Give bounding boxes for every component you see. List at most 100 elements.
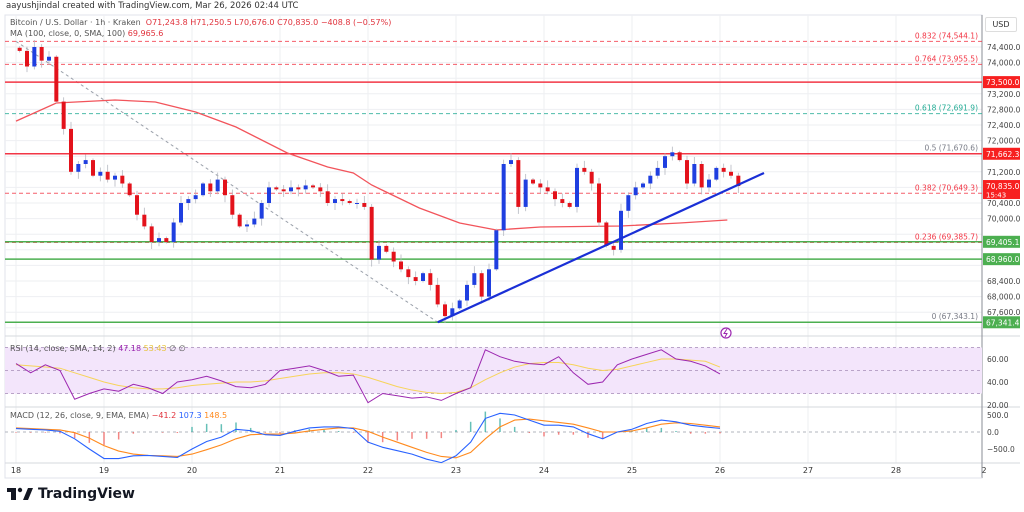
price-badge [983,76,1020,89]
candle-body [677,152,682,161]
price-tick-label: 74,400.0 [987,43,1021,52]
candle-body [589,171,594,184]
tradingview-logo: TradingView [7,486,135,502]
candle-body [201,183,205,196]
candle-body [582,167,587,172]
rsi-ma-value: 53.43 [143,344,167,353]
time-tick-label: 26 [715,466,725,475]
macd-tick-label: 0.0 [987,428,999,437]
candle-body [663,156,667,168]
rsi-line [15,349,721,404]
rsi-value: 47.18 [118,344,142,353]
candle-body [223,179,227,196]
rsi-ma-line [15,358,721,395]
time-tick-label: 2 [981,466,986,475]
rsi-tick-label: 20.00 [987,401,1009,410]
macd-value: 107.3 [178,411,202,420]
time-tick-label: 27 [803,466,813,475]
ma100-line [15,99,728,231]
candle-body [545,187,550,192]
price-badge-label: 68,960.0 [986,255,1020,264]
macd-legend[interactable]: MACD (12, 26, close, 9, EMA, EMA) −41.2 … [10,411,227,420]
candle-body [692,164,697,184]
candle-body [164,238,169,242]
candle-body [362,203,367,207]
fib-level-label: 0.764 (73,955.5) [915,54,978,63]
candle-body [516,160,521,207]
price-badge-label: 70,835.0 [986,182,1020,191]
tradingview-logo-icon [7,487,33,500]
price-tick-label: 68,000.0 [987,293,1021,302]
candle-body [127,183,132,196]
candle-body [707,179,711,188]
macd-label: MACD (12, 26, close, 9, EMA, EMA) [10,411,150,420]
candle-body [369,206,374,260]
candle-body [509,160,513,164]
ascending-trendline[interactable] [437,172,765,324]
candle-body [648,175,653,184]
candle-body [113,175,117,180]
time-tick-label: 25 [627,466,637,475]
price-badge-label: 67,341.4 [986,318,1020,327]
candle-body [633,187,638,196]
chart-frame [4,14,983,479]
price-badge [983,180,1020,200]
candle-body [714,167,719,180]
rsi-legend[interactable]: RSI (14, close, SMA, 14, 2) 47.18 53.43 … [10,344,186,353]
macd-tick-label: −500.0 [987,445,1015,454]
candle-body [670,152,675,157]
candle-body [39,47,44,61]
currency-button[interactable]: USD [985,17,1017,32]
symbol-name: Bitcoin / U.S. Dollar · 1h · Kraken [10,18,141,27]
price-change: −408.8 (−0.57%) [320,18,392,27]
candle-body [575,167,579,207]
price-tick-label: 72,000.0 [987,137,1021,146]
candle-body [355,203,359,204]
price-tick-label: 70,000.0 [987,215,1021,224]
candle-body [721,167,726,172]
candle-body [237,214,242,227]
time-tick-label: 22 [363,466,373,475]
candle-body [531,179,535,184]
candle-body [186,199,191,203]
candle-body [281,189,286,192]
symbol-legend: Bitcoin / U.S. Dollar · 1h · Kraken O71,… [10,18,391,27]
candle-body [230,195,235,215]
ma-legend[interactable]: MA (100, close, 0, SMA, 100) 69,965.6 [10,29,163,38]
time-tick-label: 24 [539,466,549,475]
candle-body [494,230,499,270]
fib-level-label: 0.832 (74,544.1) [915,31,978,40]
price-badge-label: 73,500.0 [986,78,1020,87]
candle-body [149,226,154,242]
candle-body [413,277,418,281]
price-tick-label: 71,200.0 [987,168,1021,177]
ohlc-close: C70,835.0 [277,18,319,27]
time-tick-label: 18 [11,466,21,475]
candle-body [25,50,29,67]
candle-body [641,183,645,188]
candle-body [252,218,257,225]
visibility-icons[interactable]: ∅ ∅ [169,344,186,353]
price-badge [983,235,1020,248]
candle-body [399,261,403,270]
candle-body [171,222,176,242]
candle-body [465,284,469,301]
price-tick-label: 67,600.0 [987,308,1021,317]
candle-body [91,160,95,176]
price-badge-label: 69,405.1 [986,238,1020,247]
fib-level-label: 0.236 (69,385.7) [915,233,978,242]
ohlc-high: H71,250.5 [190,18,232,27]
candle-body [179,203,183,223]
candle-body [289,187,293,192]
candle-body [98,171,103,176]
credit-line: aayushjindal created with TradingView.co… [6,1,299,11]
candle-body [523,179,528,207]
price-tick-label: 72,800.0 [987,105,1021,114]
candle-body [560,199,565,203]
candle-body [120,175,125,184]
candle-body [318,187,323,192]
candle-body [567,203,572,207]
price-badge [983,253,1020,266]
candle-body [347,201,352,203]
